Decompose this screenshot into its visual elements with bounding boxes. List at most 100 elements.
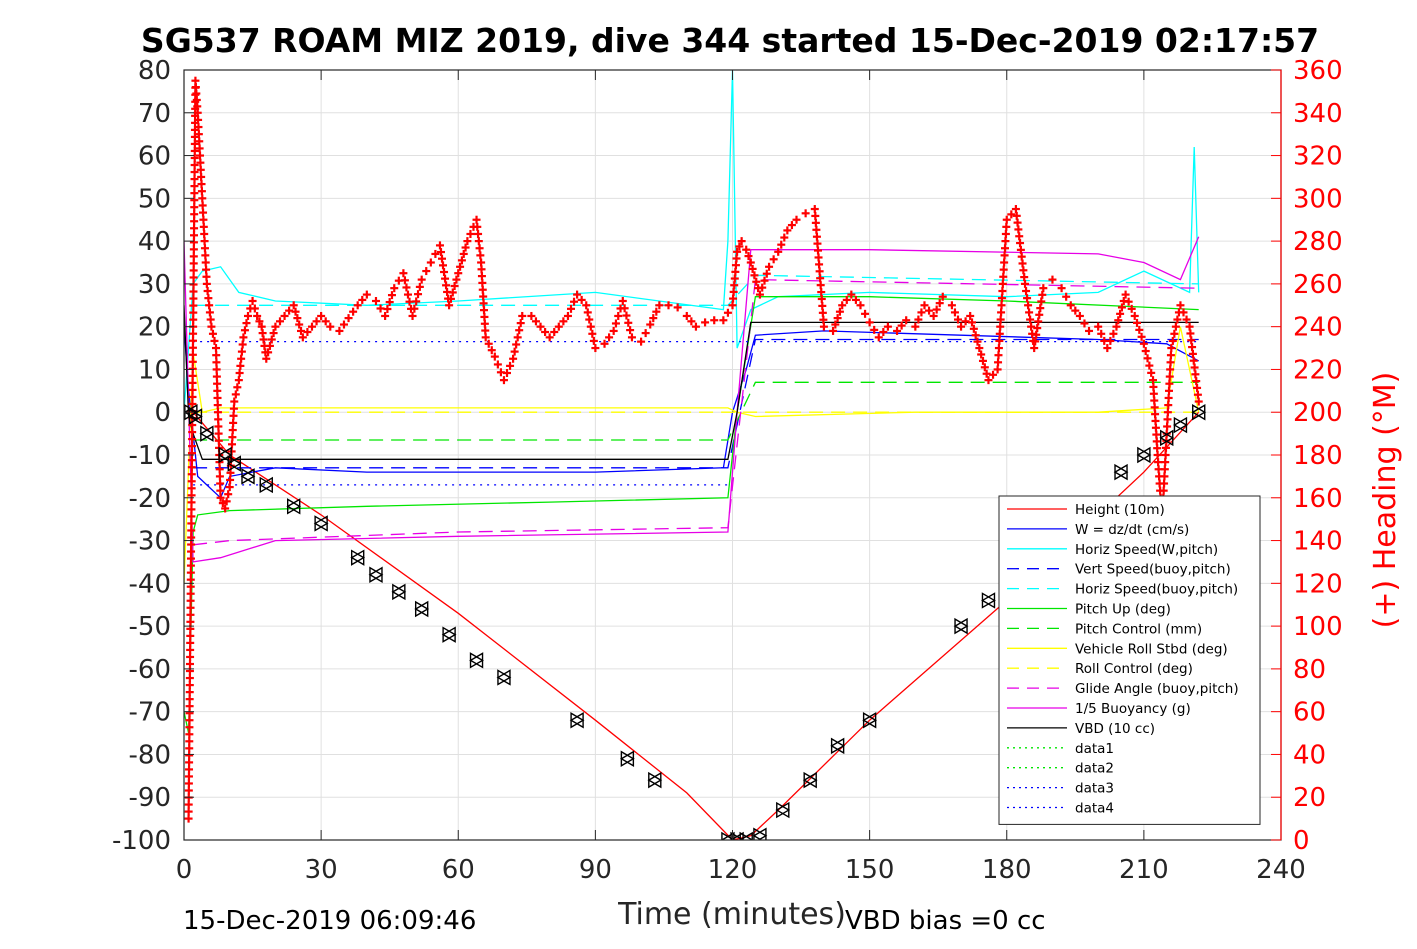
heading-point bbox=[531, 317, 540, 326]
y-left-tick-label: 70 bbox=[138, 99, 171, 129]
legend-label: Horiz Speed(buoy,pitch) bbox=[1075, 582, 1238, 598]
heading-point bbox=[510, 347, 519, 356]
heading-point bbox=[719, 316, 728, 325]
heading-point bbox=[1002, 222, 1011, 231]
series-line-3 bbox=[184, 70, 1200, 413]
height-marker bbox=[953, 617, 969, 635]
heading-point bbox=[1121, 290, 1130, 299]
heading-point bbox=[917, 308, 926, 317]
series-line-8 bbox=[184, 326, 1200, 584]
heading-point bbox=[731, 267, 740, 276]
heading-point bbox=[226, 475, 235, 484]
legend-entry: VBD (10 cc) bbox=[1007, 721, 1155, 737]
heading-point bbox=[1117, 303, 1126, 312]
heading-point bbox=[339, 320, 348, 329]
legend-entry: Vert Speed(buoy,pitch) bbox=[1007, 562, 1231, 578]
chart-title: SG537 ROAM MIZ 2019, dive 344 started 15… bbox=[141, 21, 1319, 60]
heading-point bbox=[237, 354, 246, 363]
heading-point bbox=[813, 239, 822, 248]
heading-point bbox=[185, 667, 194, 676]
heading-point bbox=[626, 326, 635, 335]
heading-point bbox=[1114, 316, 1123, 325]
heading-point bbox=[586, 322, 595, 331]
heading-point bbox=[212, 365, 221, 374]
heading-point bbox=[765, 262, 774, 271]
heading-point bbox=[1097, 329, 1106, 338]
heading-point bbox=[1038, 290, 1047, 299]
heading-point bbox=[295, 320, 304, 329]
heading-point bbox=[966, 311, 975, 320]
heading-point bbox=[188, 378, 197, 387]
heading-point bbox=[996, 322, 1005, 331]
height-marker bbox=[368, 566, 384, 583]
heading-point bbox=[812, 225, 821, 234]
heading-point bbox=[585, 315, 594, 324]
legend-entry: Pitch Up (deg) bbox=[1007, 602, 1171, 618]
heading-point bbox=[879, 328, 888, 337]
heading-point bbox=[1012, 211, 1021, 220]
legend-label: Vehicle Roll Stbd (deg) bbox=[1075, 641, 1228, 657]
heading-point bbox=[1016, 245, 1025, 254]
heading-point bbox=[450, 282, 459, 291]
heading-point bbox=[477, 272, 486, 281]
heading-point bbox=[199, 208, 208, 217]
heading-point bbox=[185, 751, 194, 760]
y-right-axis-label: (+) Heading (°M) bbox=[1368, 372, 1403, 629]
heading-point bbox=[228, 426, 237, 435]
y-left-tick-label: -80 bbox=[129, 740, 171, 770]
heading-point bbox=[188, 399, 197, 408]
heading-point bbox=[842, 295, 851, 304]
height-marker bbox=[775, 801, 791, 819]
y-left-tick-label: 40 bbox=[138, 227, 171, 257]
y-right-tick-label: 360 bbox=[1293, 56, 1343, 86]
y-left-tick-label: -60 bbox=[129, 655, 171, 685]
heading-point bbox=[186, 554, 195, 563]
heading-point bbox=[214, 429, 223, 438]
heading-point bbox=[1154, 458, 1163, 467]
y-left-tick-label: -20 bbox=[129, 484, 171, 514]
heading-point bbox=[1075, 311, 1084, 320]
heading-point bbox=[480, 306, 489, 315]
heading-point bbox=[205, 301, 214, 310]
heading-point bbox=[1194, 397, 1203, 406]
heading-point bbox=[200, 229, 209, 238]
heading-point bbox=[730, 274, 739, 283]
heading-point bbox=[622, 311, 631, 320]
heading-point bbox=[454, 269, 463, 278]
heading-point bbox=[1176, 301, 1185, 310]
heading-point bbox=[762, 269, 771, 278]
heading-point bbox=[480, 319, 489, 328]
y-right-tick-label: 40 bbox=[1293, 740, 1326, 770]
heading-point bbox=[1161, 443, 1170, 452]
heading-point bbox=[994, 358, 1003, 367]
heading-point bbox=[189, 308, 198, 317]
heading-point bbox=[187, 449, 196, 458]
heading-point bbox=[1027, 322, 1036, 331]
height-marker bbox=[391, 583, 407, 601]
heading-point bbox=[870, 325, 879, 334]
heading-point bbox=[461, 243, 470, 252]
heading-point bbox=[838, 301, 847, 310]
heading-point bbox=[815, 260, 824, 269]
heading-point bbox=[190, 175, 199, 184]
heading-point bbox=[189, 259, 198, 268]
heading-point bbox=[228, 433, 237, 442]
heading-point bbox=[977, 350, 986, 359]
height-marker bbox=[258, 476, 274, 494]
heading-point bbox=[194, 123, 203, 132]
heading-point bbox=[893, 326, 902, 335]
heading-point bbox=[189, 315, 198, 324]
heading-point bbox=[999, 272, 1008, 281]
heading-point bbox=[199, 222, 208, 231]
heading-point bbox=[466, 229, 475, 238]
heading-point bbox=[1023, 294, 1032, 303]
heading-point bbox=[1161, 451, 1170, 459]
heading-point bbox=[479, 299, 488, 308]
heading-point bbox=[1185, 322, 1194, 331]
heading-point bbox=[819, 315, 828, 324]
heading-point bbox=[187, 526, 196, 535]
heading-point bbox=[402, 283, 411, 292]
heading-point bbox=[189, 266, 198, 275]
y-left-tick-label: -30 bbox=[129, 527, 171, 557]
heading-point bbox=[609, 326, 618, 335]
